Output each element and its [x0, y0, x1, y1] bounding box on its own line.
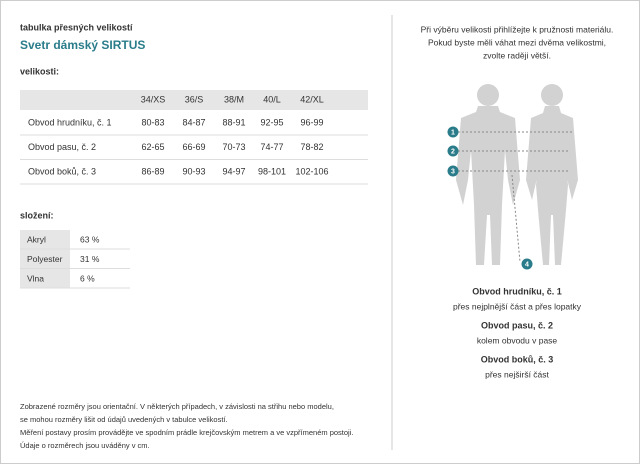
cell: 74-77 [260, 142, 283, 152]
material: Vlna [27, 273, 44, 283]
cell-bg [20, 230, 70, 249]
cell: 90-93 [182, 166, 205, 176]
intro-text: Při výběru velikosti přihlížejte k pružn… [421, 24, 614, 34]
cell: 96-99 [300, 117, 323, 127]
material: Akryl [27, 234, 46, 244]
measure-lines [458, 131, 572, 263]
cell: 98-101 [258, 166, 286, 176]
footer-note: Údaje o rozměrech jsou uváděny v cm. [20, 441, 150, 450]
cell: 84-87 [182, 117, 205, 127]
measurement-title: Obvod hrudníku, č. 1 [472, 286, 562, 296]
cell: 80-83 [141, 117, 164, 127]
column-header: 36/S [185, 94, 204, 104]
percentage: 6 % [80, 273, 95, 283]
marker [447, 126, 459, 138]
intro-text: zvolte raději větší. [483, 50, 551, 60]
row-label: Obvod boků, č. 3 [28, 166, 96, 176]
column-header: 40/L [263, 94, 281, 104]
marker [521, 258, 533, 270]
cell: 78-82 [300, 142, 323, 152]
column-header: 42/XL [300, 94, 324, 104]
figures [456, 84, 578, 265]
material: Polyester [27, 254, 63, 264]
column-header: 38/M [224, 94, 244, 104]
cell: 102-106 [295, 166, 328, 176]
measurement-description: přes nejširší část [485, 369, 549, 379]
percentage: 31 % [80, 254, 100, 264]
cell: 92-95 [260, 117, 283, 127]
marker-number: 2 [451, 148, 455, 155]
section-heading: velikosti: [20, 66, 59, 76]
subtitle: tabulka přesných velikostí [20, 22, 133, 32]
marker-number: 3 [451, 168, 455, 175]
section-heading: složení: [20, 210, 54, 220]
cell: 86-89 [141, 166, 164, 176]
measurement-title: Obvod boků, č. 3 [481, 354, 554, 364]
intro-text: Pokud byste měli váhat mezi dvěma veliko… [428, 37, 606, 47]
title: Svetr dámský SIRTUS [20, 38, 145, 52]
table-header-bg [20, 90, 368, 110]
cell: 94-97 [222, 166, 245, 176]
measurement-description: přes nejplnější část a přes lopatky [453, 301, 582, 311]
column-header: 34/XS [141, 94, 166, 104]
cell: 66-69 [182, 142, 205, 152]
cell-bg [20, 249, 70, 269]
row-label: Obvod pasu, č. 2 [28, 142, 96, 152]
marker [447, 145, 459, 157]
marker-number: 4 [525, 261, 529, 268]
cell: 88-91 [222, 117, 245, 127]
measurement-title: Obvod pasu, č. 2 [481, 320, 553, 330]
marker-number: 1 [451, 129, 455, 136]
cell-bg [20, 269, 70, 288]
marker [447, 165, 459, 177]
percentage: 63 % [80, 234, 100, 244]
cell: 70-73 [222, 142, 245, 152]
footer-note: Měření postavy prosím provádějte ve spod… [20, 428, 353, 437]
footer-note: se mohou rozměry lišit od údajů uvedenýc… [20, 415, 228, 424]
row-label: Obvod hrudníku, č. 1 [28, 117, 112, 127]
measurement-description: kolem obvodu v pase [477, 335, 558, 345]
footer-note: Zobrazené rozměry jsou orientační. V něk… [20, 402, 334, 411]
cell: 62-65 [141, 142, 164, 152]
